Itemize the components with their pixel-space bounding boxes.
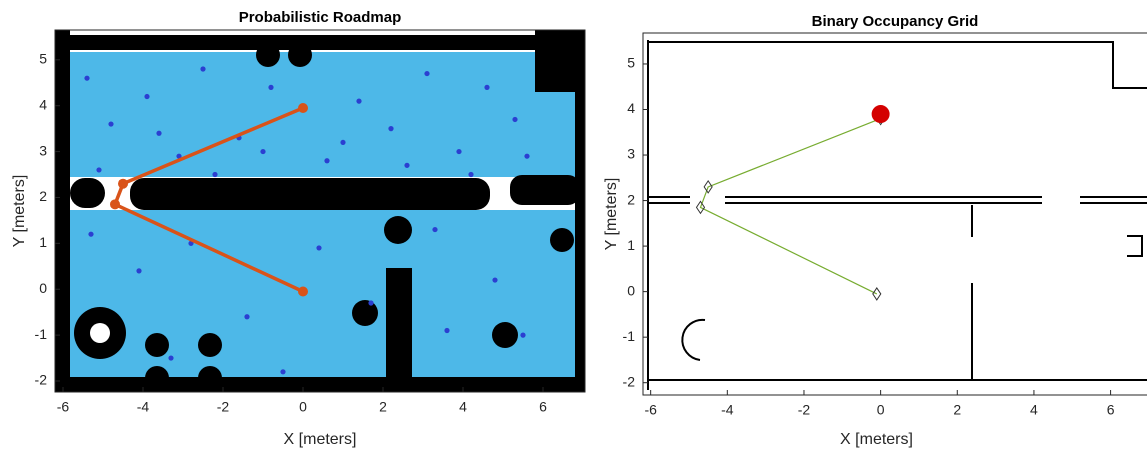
roadmap-node (524, 154, 529, 159)
x-tick-label: -4 (137, 399, 150, 415)
y-tick-label: 3 (39, 142, 47, 158)
x-tick-label: 4 (459, 399, 467, 415)
roadmap-node (168, 355, 173, 360)
y-tick-label: -1 (35, 326, 48, 342)
roadmap-node (512, 117, 517, 122)
waypoint (298, 103, 308, 113)
roadmap-node (200, 66, 205, 71)
x-tick-label: -6 (644, 402, 657, 418)
roadmap-node (424, 71, 429, 76)
figure: Probabilistic Roadmap X [meters] Y [meters… (0, 0, 1147, 454)
y-tick-label: 2 (39, 188, 47, 204)
y-tick-label: 5 (627, 55, 635, 71)
roadmap-node (108, 121, 113, 126)
roadmap-node (404, 163, 409, 168)
roadmap-node (268, 85, 273, 90)
axes-box (643, 33, 1147, 395)
roadmap-node (492, 277, 497, 282)
x-tick-label: 0 (877, 402, 885, 418)
waypoint (118, 179, 128, 189)
roadmap-node (84, 76, 89, 81)
roadmap-node (432, 227, 437, 232)
y-tick-label: 0 (39, 280, 47, 296)
roadmap-node (356, 99, 361, 104)
y-tick-label: 5 (39, 51, 47, 67)
path-line (700, 119, 880, 294)
x-tick-label: -6 (57, 399, 70, 415)
x-tick-label: 0 (299, 399, 307, 415)
waypoint (110, 199, 120, 209)
roadmap-node (484, 85, 489, 90)
x-tick-label: 2 (379, 399, 387, 415)
roadmap-node (388, 126, 393, 131)
roadmap-node (136, 268, 141, 273)
y-tick-label: 2 (627, 191, 635, 207)
x-tick-label: 4 (1030, 402, 1038, 418)
roadmap-node (340, 140, 345, 145)
obstacle-hole (90, 323, 110, 343)
roadmap-node (324, 158, 329, 163)
y-axis-label: Y [meters] (11, 175, 28, 248)
roadmap-node (468, 172, 473, 177)
y-tick-label: -1 (623, 328, 636, 344)
roadmap-node (212, 172, 217, 177)
y-tick-label: 3 (627, 146, 635, 162)
x-tick-label: -4 (721, 402, 734, 418)
x-tick-label: -2 (217, 399, 230, 415)
y-tick-label: -2 (35, 372, 48, 388)
y-tick-label: 0 (627, 282, 635, 298)
roadmap-node (244, 314, 249, 319)
chart-title: Binary Occupancy Grid (812, 13, 979, 30)
roadmap-node (316, 245, 321, 250)
roadmap-node (88, 232, 93, 237)
x-tick-label: -2 (798, 402, 811, 418)
roadmap-node (96, 167, 101, 172)
roadmap-node (444, 328, 449, 333)
y-tick-label: 1 (39, 234, 47, 250)
roadmap-node (144, 94, 149, 99)
x-axis-label: X [meters] (284, 431, 357, 448)
roadmap-node (456, 149, 461, 154)
y-axis-label: Y [meters] (603, 178, 620, 251)
y-tick-label: 4 (627, 100, 635, 116)
roadmap-node (280, 369, 285, 374)
roadmap-node (520, 333, 525, 338)
x-axis-label: X [meters] (840, 431, 913, 448)
roadmap-node (260, 149, 265, 154)
chart-title: Probabilistic Roadmap (239, 9, 402, 26)
x-tick-label: 6 (539, 399, 547, 415)
y-tick-label: -2 (623, 373, 636, 389)
x-tick-label: 6 (1107, 402, 1115, 418)
roadmap-node (156, 131, 161, 136)
y-tick-label: 4 (39, 96, 47, 112)
roadmap-node (368, 300, 373, 305)
y-tick-label: 1 (627, 237, 635, 253)
robot (872, 105, 890, 123)
waypoint (298, 287, 308, 297)
x-tick-label: 2 (953, 402, 961, 418)
occupancy-walls (647, 40, 1147, 390)
